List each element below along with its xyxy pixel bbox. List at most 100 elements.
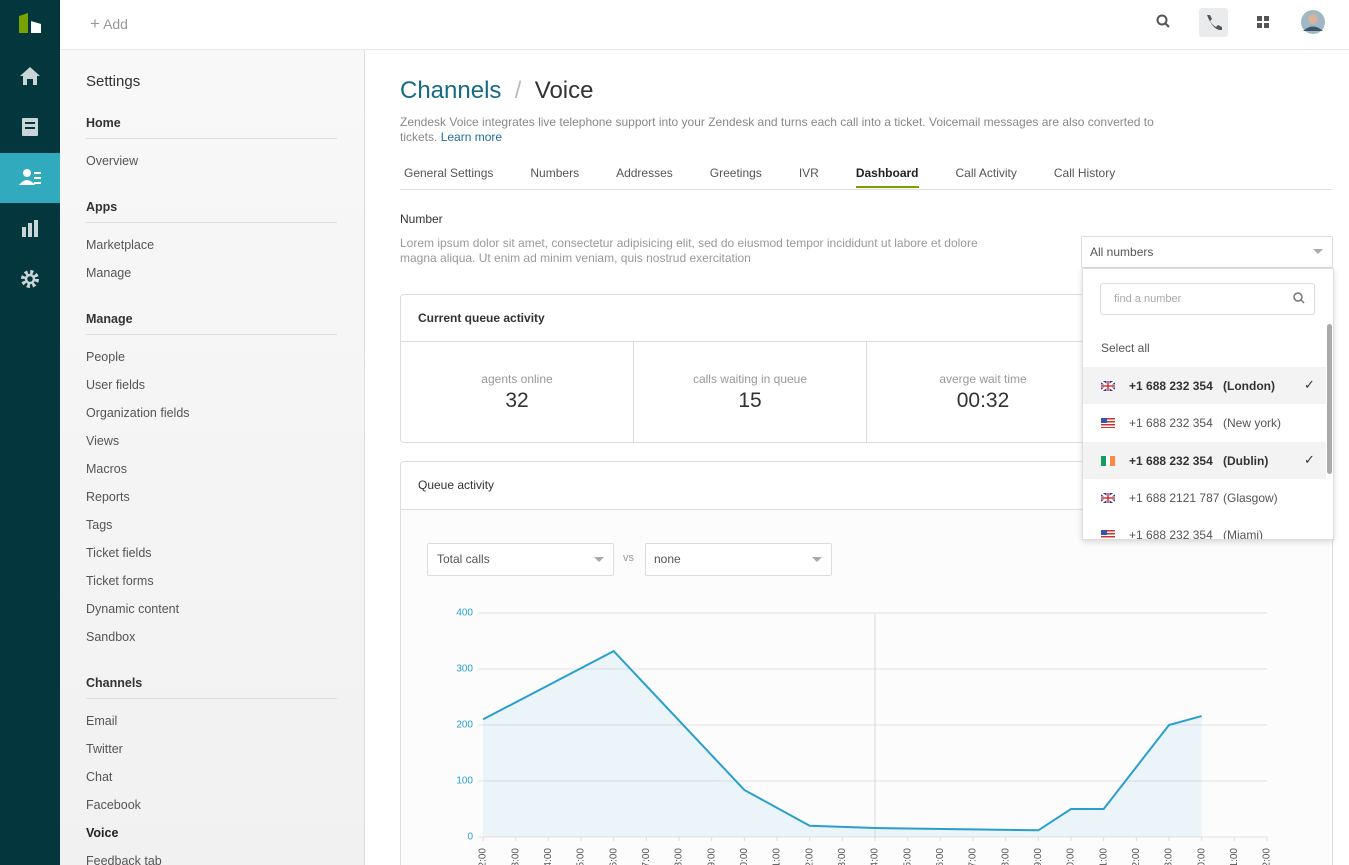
x-tick-label: 11:00 — [772, 848, 783, 865]
x-tick-label: 21:00 — [1098, 848, 1109, 865]
nav-home[interactable] — [20, 67, 40, 85]
sidebar-divider — [86, 334, 337, 335]
flag-uk — [1101, 381, 1115, 391]
option-city: (Dublin) — [1223, 453, 1269, 468]
activity-card-title: Queue activity — [418, 478, 495, 492]
sidebar-item[interactable]: Ticket fields — [86, 546, 152, 560]
check-mark: ✓ — [1304, 451, 1315, 467]
description: Zendesk Voice integrates live telephone … — [400, 115, 1170, 145]
add-button[interactable]: + Add — [90, 14, 128, 33]
sidebar-item[interactable]: Manage — [86, 266, 132, 280]
option-row[interactable]: +1 688 232 354 (New york) — [1083, 404, 1326, 441]
option-number: +1 688 232 354 — [1129, 416, 1213, 431]
apps-icon[interactable] — [1257, 16, 1269, 28]
sidebar-item[interactable]: Facebook — [86, 798, 141, 812]
search-box[interactable] — [1100, 283, 1315, 315]
number-text: Lorem ipsum dolor sit amet, consectetur … — [400, 236, 978, 265]
nav-settings[interactable] — [21, 270, 39, 288]
breadcrumb: Channels / Voice — [400, 77, 594, 104]
sidebar-item[interactable]: Sandbox — [86, 630, 136, 644]
y-tick-label: 300 — [456, 664, 473, 675]
tab[interactable]: Addresses — [616, 166, 673, 180]
sidebar-item[interactable]: Feedback tab — [86, 854, 162, 865]
number-select-label: All numbers — [1090, 245, 1154, 259]
option-number: +1 688 232 354 — [1129, 379, 1213, 393]
option-city: (New york) — [1223, 416, 1282, 431]
compare-select[interactable] — [645, 543, 832, 576]
sidebar-item[interactable]: Organization fields — [86, 406, 190, 420]
tab[interactable]: General Settings — [404, 166, 494, 180]
sidebar-item[interactable]: Email — [86, 714, 118, 728]
option-row[interactable]: +1 688 232 354 (London) ✓ — [1083, 367, 1326, 404]
sidebar-divider — [86, 222, 337, 223]
check-mark: ✓ — [1304, 377, 1315, 392]
sidebar-item[interactable]: Voice — [86, 826, 119, 840]
sidebar-item[interactable]: Overview — [86, 154, 139, 168]
sidebar-item[interactable]: Tags — [86, 518, 113, 532]
option-row[interactable]: +1 688 232 354 (Dublin) ✓ — [1083, 441, 1326, 479]
option-number: +1 688 2121 787 — [1129, 490, 1220, 505]
option-row[interactable]: +1 688 2121 787 (Glasgow) — [1083, 479, 1326, 516]
number-select[interactable] — [1081, 236, 1333, 268]
sidebar-item[interactable]: Views — [86, 434, 120, 448]
select-caret — [594, 557, 604, 562]
x-tick-label: 18:00 — [1000, 848, 1011, 865]
learn-more-link[interactable]: Learn more — [440, 130, 503, 144]
tab[interactable]: Dashboard — [855, 166, 919, 188]
sidebar-item[interactable]: Marketplace — [86, 238, 155, 252]
nav-reports[interactable] — [22, 227, 26, 237]
search-icon[interactable] — [1156, 14, 1168, 26]
select-caret — [1313, 249, 1323, 254]
x-tick-label: 16:00 — [935, 848, 946, 865]
x-tick-label: 07:00 — [641, 848, 652, 865]
sidebar-item[interactable]: Ticket forms — [86, 574, 154, 588]
sidebar-item[interactable]: Twitter — [86, 742, 123, 756]
x-tick-label: 06:00 — [608, 848, 619, 865]
y-tick-label: 100 — [456, 776, 473, 787]
metric-select-label: Total calls — [437, 552, 490, 566]
top-icons — [1156, 8, 1325, 37]
compare-select-label: none — [654, 552, 681, 566]
sidebar-item[interactable]: Macros — [86, 462, 127, 476]
sidebar-item[interactable]: Dynamic content — [86, 602, 180, 616]
select-caret — [812, 557, 822, 562]
x-tick-label: 02:00 — [478, 848, 489, 865]
x-tick-label: 08:00 — [674, 848, 685, 865]
queue-card-divider — [401, 341, 1332, 342]
x-tick-label: 03:00 — [510, 848, 521, 865]
tab[interactable]: Greetings — [709, 166, 762, 180]
x-tick-label: 01:00 — [1229, 848, 1240, 865]
x-tick-label: 23:00 — [1164, 848, 1175, 865]
stat-value: 15 — [738, 389, 762, 412]
add-label: Add — [103, 16, 128, 32]
x-tick-label: 05:00 — [576, 848, 587, 865]
x-tick-label: 00:00 — [1196, 848, 1207, 865]
tab[interactable]: Call History — [1053, 166, 1116, 180]
sidebar-item[interactable]: Chat — [86, 770, 113, 784]
number-label: Number — [400, 212, 443, 226]
nav-icons — [19, 13, 41, 288]
logo[interactable] — [19, 13, 28, 33]
x-tick-label: 22:00 — [1131, 848, 1142, 865]
tab[interactable]: Call Activity — [955, 166, 1017, 180]
nav-users[interactable] — [23, 169, 31, 177]
x-tick-label: 14:00 — [870, 848, 881, 865]
metric-select[interactable] — [427, 543, 614, 576]
x-tick-label: 10:00 — [739, 848, 750, 865]
tab[interactable]: IVR — [798, 166, 819, 180]
breadcrumb-parent[interactable]: Channels — [400, 77, 502, 104]
tab[interactable]: Numbers — [530, 166, 580, 180]
nav-rail — [0, 0, 60, 865]
option-row[interactable]: +1 688 232 354 (Miami) — [1083, 516, 1326, 539]
sidebar-item[interactable]: People — [86, 350, 125, 364]
sidebar-item[interactable]: User fields — [86, 378, 146, 392]
y-tick-label: 400 — [456, 608, 473, 619]
sidebar-item[interactable]: Reports — [86, 490, 130, 504]
stat-value: 00:32 — [956, 389, 1010, 412]
search-icon — [1293, 292, 1305, 304]
option-number: +1 688 232 354 — [1129, 453, 1213, 468]
sidebar-heading: Home — [86, 116, 121, 130]
vs-label: vs — [623, 552, 634, 564]
activity-card-divider — [401, 509, 1332, 510]
select-all[interactable]: Select all — [1101, 341, 1150, 355]
